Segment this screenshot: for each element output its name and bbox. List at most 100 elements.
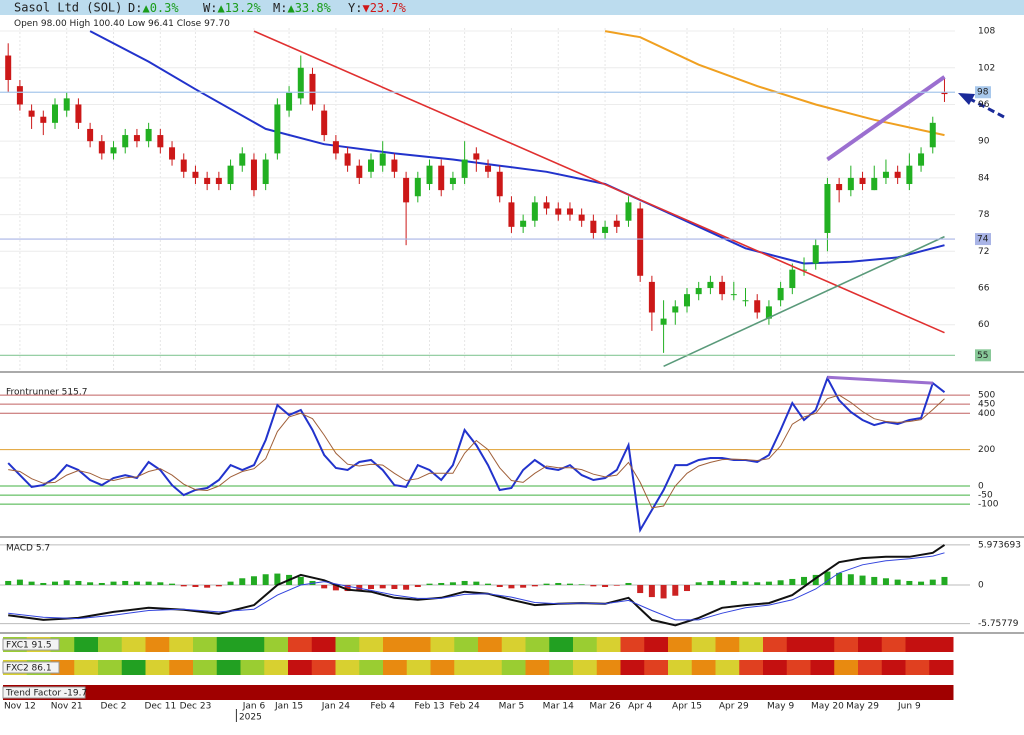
x-tick-label: May 29 xyxy=(846,702,879,712)
heat-cell xyxy=(454,660,479,675)
heat-cell xyxy=(240,637,265,652)
macd-bar xyxy=(648,584,655,598)
y-tick-label: 200 xyxy=(978,445,995,455)
macd-bar xyxy=(742,581,749,585)
macd-bar xyxy=(297,576,304,585)
heat-cell xyxy=(406,660,431,675)
candle-body xyxy=(660,318,667,325)
level-box xyxy=(975,86,991,99)
candle-body xyxy=(543,202,550,209)
heat-cell xyxy=(74,660,99,675)
level-label: 98 xyxy=(977,88,989,98)
candle-body xyxy=(777,288,784,301)
change-value: 23.7% xyxy=(370,1,407,15)
x-tick-label: Feb 13 xyxy=(414,702,444,712)
candle-body xyxy=(169,147,176,160)
heat-cell xyxy=(620,637,645,652)
candle-body xyxy=(297,67,304,99)
candle-body xyxy=(239,153,246,166)
candle-body xyxy=(742,300,749,302)
candle-body xyxy=(449,177,456,185)
macd-bar xyxy=(496,584,503,588)
heat-cell xyxy=(430,660,455,675)
ohlc-low: Low 96.41 xyxy=(127,19,173,29)
macd-bar xyxy=(613,584,620,586)
heat-cell xyxy=(573,637,598,652)
y-tick-label: -100 xyxy=(978,500,999,510)
macd-bar xyxy=(403,584,410,590)
macd-bar xyxy=(777,580,784,585)
level-box xyxy=(975,349,991,362)
heat-cell xyxy=(715,660,740,675)
candle-body xyxy=(578,214,585,221)
heat-cell xyxy=(739,660,764,675)
macd-bar xyxy=(929,579,936,585)
heat-cell xyxy=(145,637,170,652)
price-plot xyxy=(0,28,955,370)
macd-bar xyxy=(508,584,515,589)
candle-body xyxy=(789,269,796,289)
heat-cell xyxy=(668,637,693,652)
x-tick-label: May 9 xyxy=(767,702,794,712)
candle-body xyxy=(414,177,421,197)
change-label: Y: xyxy=(348,1,362,15)
candle-body xyxy=(180,159,187,172)
macd-bar xyxy=(672,584,679,596)
heat-cell xyxy=(383,637,408,652)
trend-line xyxy=(253,30,945,334)
heat-cell xyxy=(668,660,693,675)
heat-cell xyxy=(573,660,598,675)
candle-body xyxy=(157,135,164,148)
heat-label: Trend Factor -19.7 xyxy=(5,689,87,699)
macd-bar xyxy=(356,584,363,591)
macd-bar xyxy=(75,580,82,585)
candle-body xyxy=(520,220,527,227)
y-tick-label: 84 xyxy=(978,173,990,183)
heat-cell xyxy=(596,660,621,675)
change-stat: Y:▼23.7% xyxy=(348,1,407,15)
x-tick-label: Apr 4 xyxy=(628,702,652,712)
heat-cell xyxy=(834,637,859,652)
heat-label: FXC1 91.5 xyxy=(6,641,52,651)
trend-line xyxy=(663,235,945,368)
heat-cell xyxy=(406,637,431,652)
candle-body xyxy=(274,104,281,154)
candle-body xyxy=(754,300,761,313)
macd-bar xyxy=(414,584,421,588)
macd-bar xyxy=(578,584,585,585)
heat-cell xyxy=(264,637,289,652)
y-tick-label: 450 xyxy=(978,400,995,410)
candle-body xyxy=(836,184,843,191)
macd-bar xyxy=(637,584,644,594)
candle-body xyxy=(473,153,480,160)
x-tick-label: Jan 15 xyxy=(274,702,303,712)
heat-cell xyxy=(763,660,788,675)
heat-cell xyxy=(715,637,740,652)
heat-cell xyxy=(169,660,194,675)
heat-cell xyxy=(145,660,170,675)
macd-bar xyxy=(531,584,538,587)
x-tick-label: Mar 26 xyxy=(589,702,621,712)
y-tick-label: 400 xyxy=(978,409,995,419)
candle-body xyxy=(28,110,35,117)
candle-body xyxy=(590,220,597,233)
candle-body xyxy=(730,294,737,296)
heat-cell xyxy=(311,637,336,652)
candle-body xyxy=(321,110,328,136)
heat-label: FXC2 86.1 xyxy=(6,664,52,674)
macd-bar xyxy=(859,575,866,585)
heat-cell xyxy=(810,660,835,675)
heat-cell xyxy=(193,660,218,675)
panel-title: MACD 5.7 xyxy=(6,544,50,554)
heat-cell xyxy=(644,660,669,675)
macd-bar xyxy=(801,576,808,585)
macd-bar xyxy=(754,582,761,585)
heat-cell xyxy=(74,637,99,652)
macd-bar xyxy=(719,580,726,585)
change-arrow: ▲ xyxy=(287,1,295,15)
heat-cell xyxy=(240,660,265,675)
change-label: W: xyxy=(203,1,217,15)
y-tick-label: 108 xyxy=(978,27,995,37)
x-tick-label: Feb 24 xyxy=(450,702,481,712)
